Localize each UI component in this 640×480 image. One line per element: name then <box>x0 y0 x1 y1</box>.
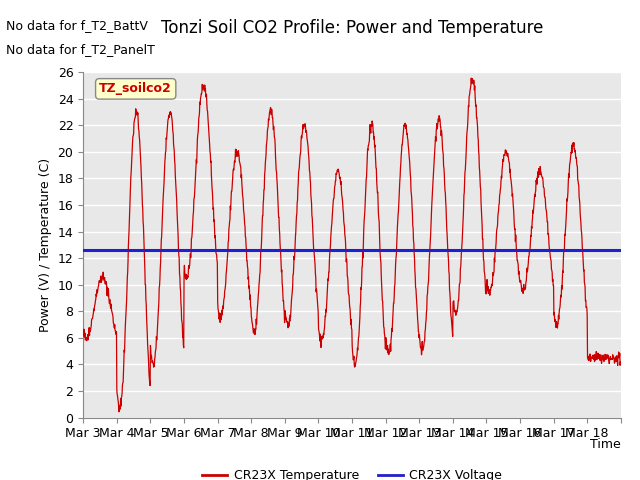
Text: TZ_soilco2: TZ_soilco2 <box>99 83 172 96</box>
Text: No data for f_T2_BattV: No data for f_T2_BattV <box>6 19 148 32</box>
Text: Tonzi Soil CO2 Profile: Power and Temperature: Tonzi Soil CO2 Profile: Power and Temper… <box>161 19 543 37</box>
Legend: CR23X Temperature, CR23X Voltage: CR23X Temperature, CR23X Voltage <box>197 464 507 480</box>
Text: Time: Time <box>590 438 621 451</box>
Text: No data for f_T2_PanelT: No data for f_T2_PanelT <box>6 43 156 56</box>
Y-axis label: Power (V) / Temperature (C): Power (V) / Temperature (C) <box>39 158 52 332</box>
